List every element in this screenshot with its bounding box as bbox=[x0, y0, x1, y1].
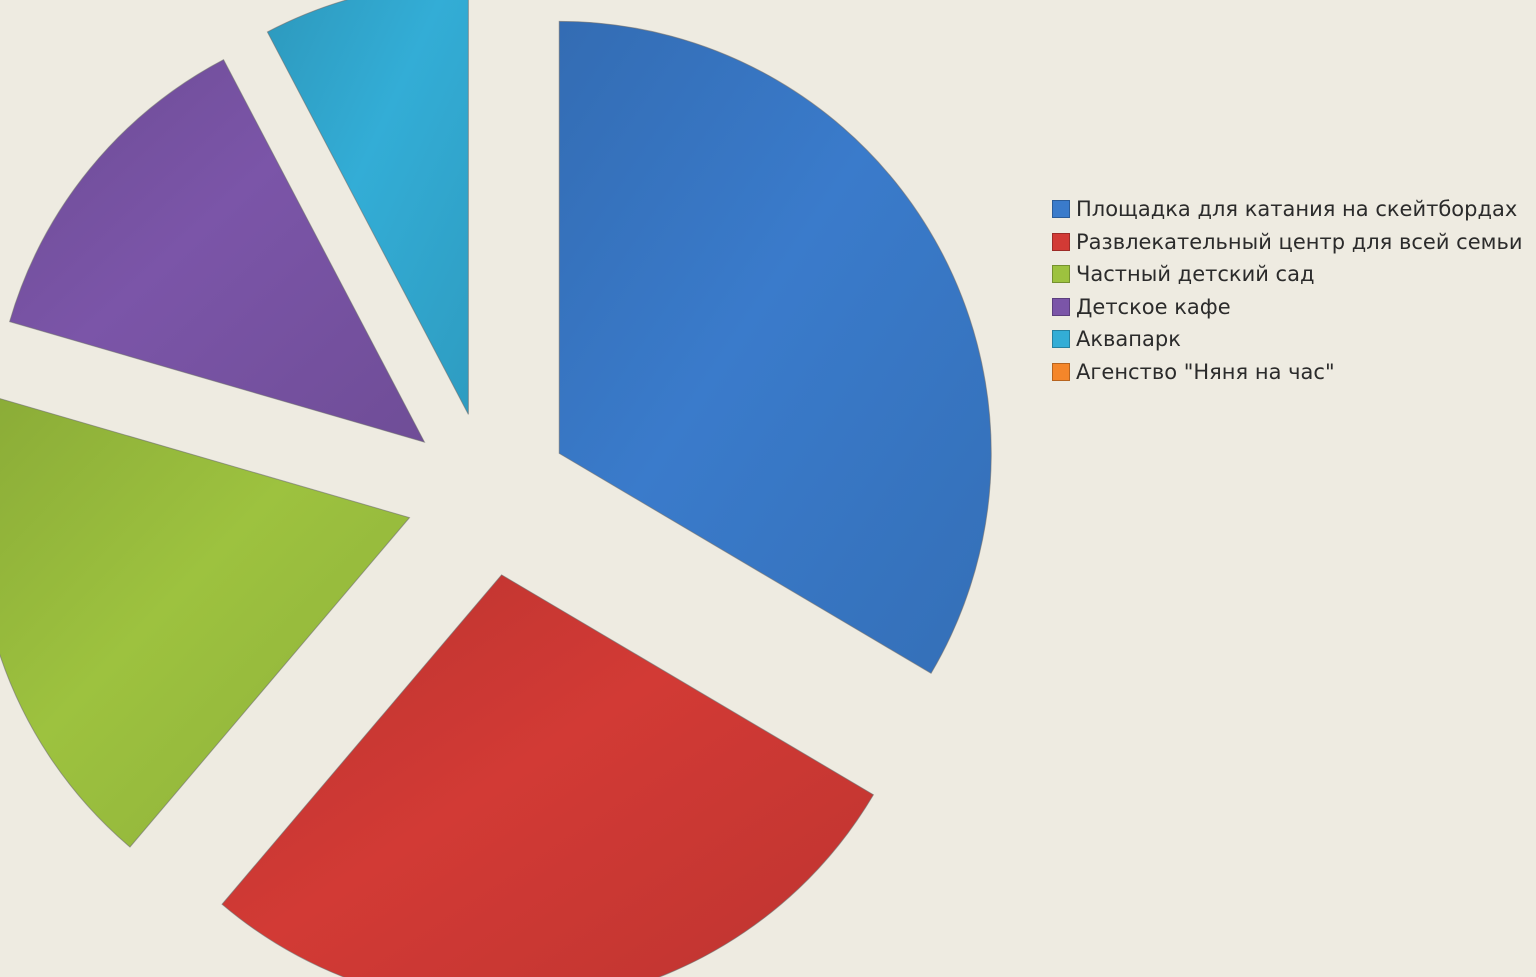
pie-slices bbox=[0, 0, 992, 977]
legend-label: Частный детский сад bbox=[1076, 262, 1315, 287]
chart-legend: Площадка для катания на скейтбордах Развл… bbox=[1052, 193, 1523, 388]
legend-swatch bbox=[1052, 200, 1070, 219]
pie-slice-2 bbox=[221, 574, 875, 977]
legend-item-3: Частный детский сад bbox=[1052, 258, 1523, 291]
pie-slice-4 bbox=[9, 59, 426, 443]
legend-swatch bbox=[1052, 265, 1070, 284]
legend-label: Детское кафе bbox=[1076, 294, 1231, 319]
legend-swatch bbox=[1052, 297, 1070, 316]
legend-label: Развлекательный центр для всей семьи bbox=[1076, 229, 1523, 254]
legend-label: Площадка для катания на скейтбордах bbox=[1076, 197, 1518, 222]
legend-label: Аквапарк bbox=[1076, 327, 1181, 352]
pie-slice-1 bbox=[558, 20, 992, 674]
pie-slice-3 bbox=[0, 398, 411, 848]
legend-item-2: Развлекательный центр для всей семьи bbox=[1052, 226, 1523, 259]
pie-slice-5 bbox=[266, 0, 469, 415]
legend-label: Агенство "Няня на час" bbox=[1076, 359, 1335, 384]
legend-swatch bbox=[1052, 330, 1070, 349]
legend-item-6: Агенство "Няня на час" bbox=[1052, 356, 1523, 389]
legend-item-1: Площадка для катания на скейтбордах bbox=[1052, 193, 1523, 226]
legend-swatch bbox=[1052, 362, 1070, 381]
legend-item-5: Аквапарк bbox=[1052, 323, 1523, 356]
legend-item-4: Детское кафе bbox=[1052, 291, 1523, 324]
legend-swatch bbox=[1052, 232, 1070, 251]
